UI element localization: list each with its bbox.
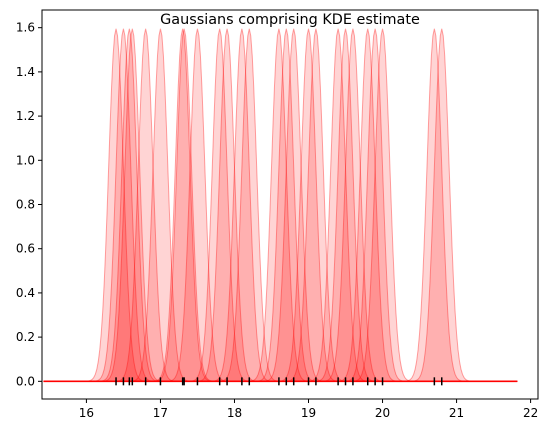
y-tick-label: 0.0 [16,374,35,388]
x-tick-label: 21 [449,406,464,420]
x-tick-label: 17 [153,406,168,420]
y-axis: 0.0 0.2 0.4 0.6 0.8 1.0 1.2 1.4 1.6 [16,21,42,388]
rug-marks [115,377,443,386]
y-tick-label: 1.0 [16,153,35,167]
y-tick-label: 1.6 [16,21,35,35]
x-tick-label: 19 [301,406,316,420]
x-tick-label: 16 [79,406,94,420]
x-tick-label: 18 [227,406,242,420]
kernel-curves [43,28,518,382]
y-tick-label: 1.4 [16,65,35,79]
y-tick-label: 0.4 [16,286,35,300]
y-tick-label: 0.2 [16,330,35,344]
y-tick-label: 0.8 [16,198,35,212]
y-tick-label: 0.6 [16,242,35,256]
x-tick-label: 22 [523,406,538,420]
y-tick-label: 1.2 [16,109,35,123]
chart-title: Gaussians comprising KDE estimate [160,12,420,28]
x-axis: 16 17 18 19 20 21 22 [79,399,538,420]
x-tick-label: 20 [375,406,390,420]
